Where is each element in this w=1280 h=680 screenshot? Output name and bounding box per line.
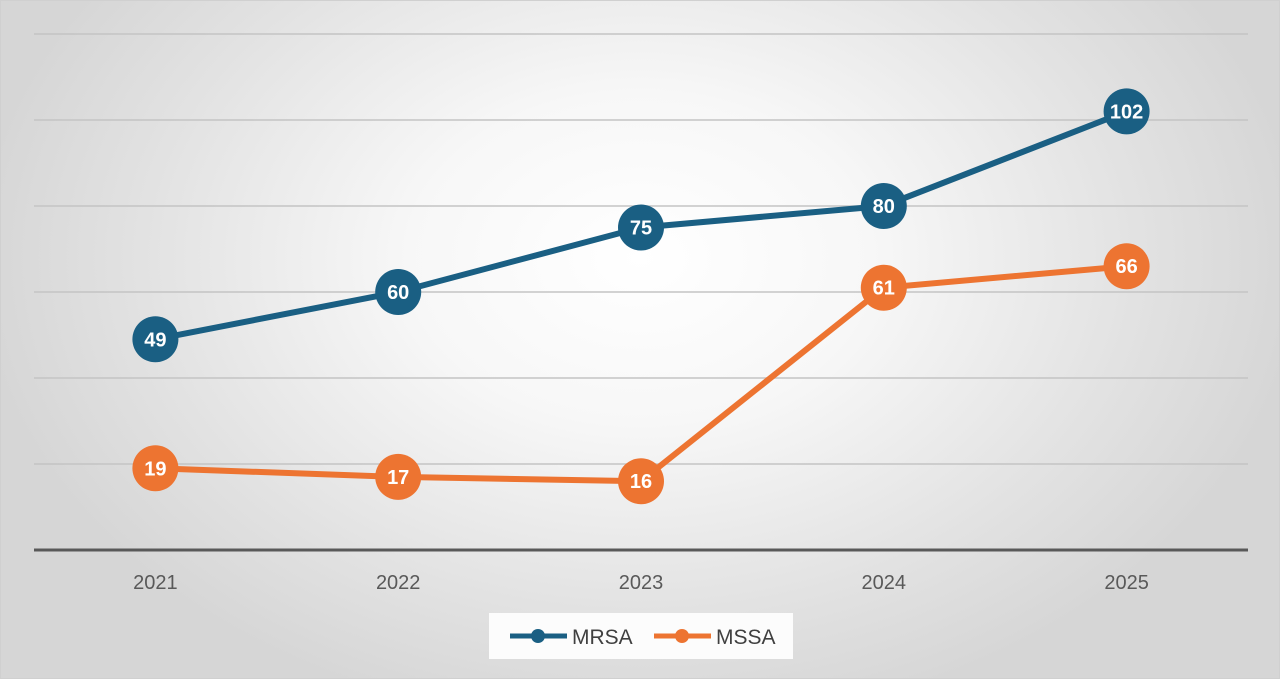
series-line-mssa <box>152 263 1130 485</box>
legend-label-mrsa: MRSA <box>572 626 633 649</box>
data-point-mrsa <box>860 183 907 229</box>
data-label-mssa: 61 <box>873 278 895 300</box>
data-point-mssa <box>1103 243 1150 290</box>
legend-marker-mssa <box>675 629 689 643</box>
data-label-mrsa: 75 <box>630 218 652 240</box>
series-lines <box>152 108 1130 485</box>
x-tick-label: 2023 <box>619 572 664 594</box>
data-point-mrsa <box>1103 88 1150 135</box>
data-point-mssa <box>860 264 907 311</box>
legend: MRSA MSSA <box>489 613 793 659</box>
x-tick-label: 2025 <box>1104 572 1149 594</box>
data-label-mrsa: 102 <box>1110 101 1143 123</box>
x-tick-label: 2024 <box>862 572 907 594</box>
x-tick-label: 2022 <box>376 572 421 594</box>
data-markers: 49 60 75 80 102 19 17 16 61 66 <box>132 88 1150 505</box>
data-point-mssa <box>375 453 422 500</box>
data-point-mrsa <box>375 269 422 315</box>
data-label-mssa: 66 <box>1115 256 1137 278</box>
legend-label-mssa: MSSA <box>716 626 776 649</box>
data-label-mrsa: 49 <box>144 329 166 351</box>
gridlines <box>34 33 1248 465</box>
data-label-mrsa: 60 <box>387 282 409 304</box>
data-point-mssa <box>618 458 664 505</box>
data-point-mrsa <box>132 316 179 363</box>
data-label-mssa: 19 <box>144 458 166 480</box>
legend-marker-mrsa <box>531 629 545 643</box>
x-axis: 2021 2022 2023 2024 2025 <box>34 548 1248 594</box>
x-tick-label: 2021 <box>133 572 178 594</box>
data-label-mssa: 16 <box>630 471 652 493</box>
data-label-mrsa: 80 <box>873 196 895 218</box>
data-point-mssa <box>132 445 179 492</box>
data-label-mssa: 17 <box>387 467 409 489</box>
data-point-mrsa <box>618 204 664 251</box>
